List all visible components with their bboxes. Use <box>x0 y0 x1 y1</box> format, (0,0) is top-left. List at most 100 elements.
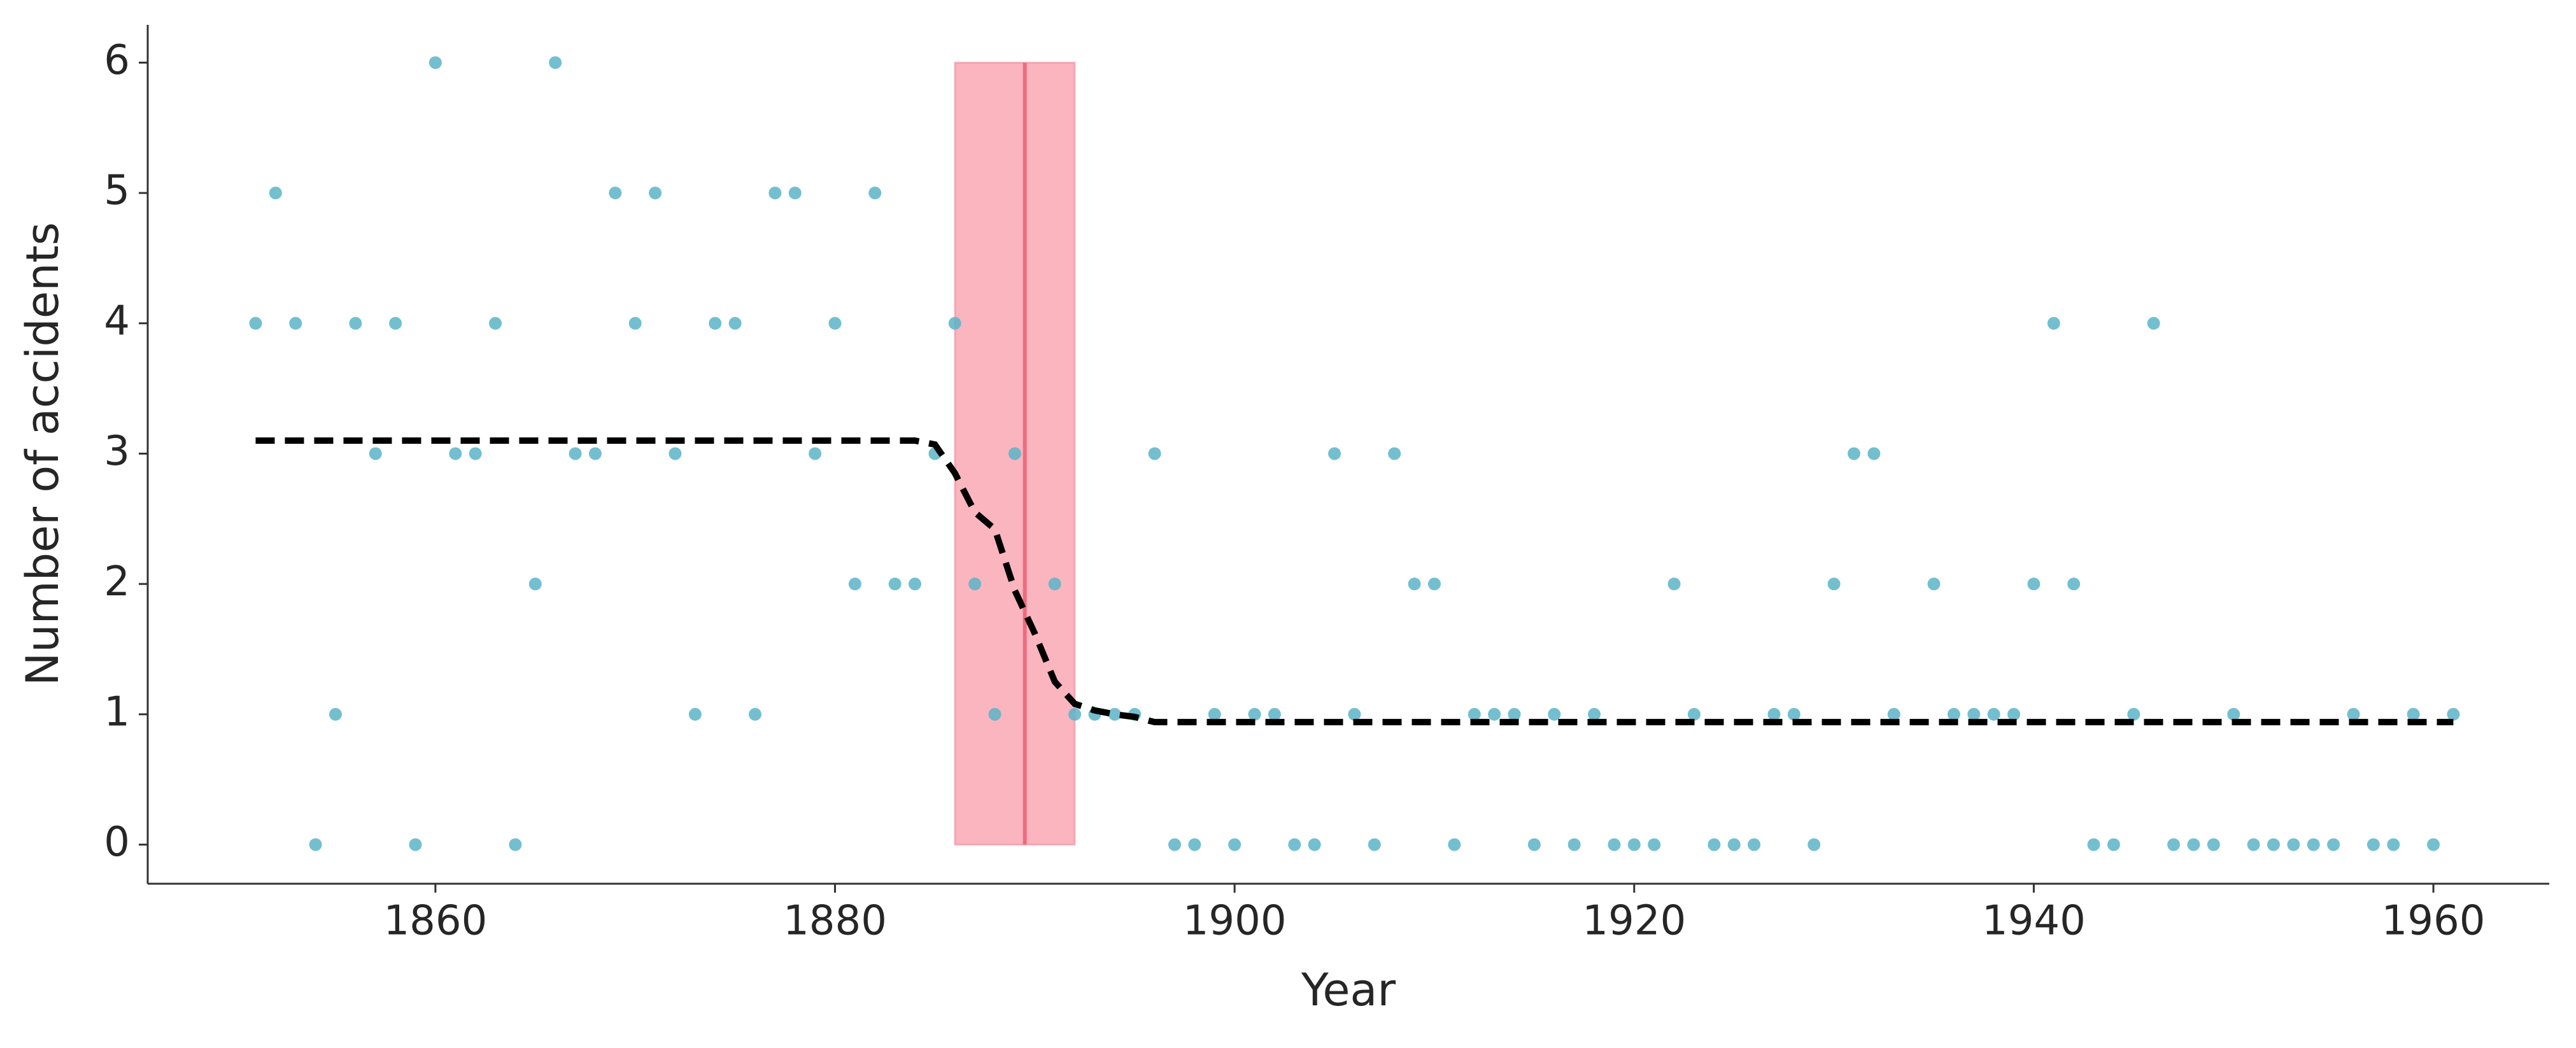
x-tick-label: 1900 <box>1183 898 1287 945</box>
data-point <box>2307 838 2320 851</box>
data-point <box>1587 707 1601 721</box>
y-axis-label: Number of accidents <box>17 222 69 686</box>
x-axis-label: Year <box>1301 964 1396 1016</box>
x-tick-label: 1940 <box>1982 898 2086 945</box>
data-point <box>1328 447 1341 460</box>
data-point <box>649 187 662 200</box>
data-point <box>1748 838 1761 851</box>
data-point <box>1887 707 1900 721</box>
data-point <box>1368 838 1381 851</box>
data-point <box>1488 707 1501 721</box>
data-point <box>1847 447 1860 460</box>
data-point <box>1708 838 1721 851</box>
data-point <box>2087 838 2100 851</box>
data-point <box>1427 577 1441 591</box>
data-point <box>2267 838 2280 851</box>
data-point <box>509 838 522 851</box>
data-point <box>2207 838 2220 851</box>
data-point <box>1268 707 1281 721</box>
data-point <box>2107 838 2120 851</box>
data-point <box>2047 316 2060 330</box>
data-point <box>1408 577 1421 591</box>
data-point <box>968 577 982 591</box>
data-point <box>2027 577 2041 591</box>
data-point <box>329 707 342 721</box>
data-point <box>609 187 622 200</box>
data-point <box>1348 707 1361 721</box>
data-point <box>409 838 422 851</box>
data-point <box>309 838 322 851</box>
data-point <box>888 577 902 591</box>
y-tick-label: 6 <box>104 37 130 84</box>
x-tick-label: 1960 <box>2382 898 2486 945</box>
data-point <box>1608 838 1621 851</box>
data-point <box>1627 838 1641 851</box>
data-point <box>809 447 822 460</box>
data-point <box>2387 838 2400 851</box>
y-tick-label: 4 <box>104 297 130 344</box>
data-point <box>2007 707 2020 721</box>
data-point <box>549 56 562 69</box>
data-point <box>528 577 542 591</box>
data-point <box>688 707 702 721</box>
x-tick-label: 1920 <box>1582 898 1686 945</box>
data-point <box>569 447 582 460</box>
data-point <box>1527 838 1541 851</box>
data-point <box>1967 707 1981 721</box>
data-point <box>1548 707 1561 721</box>
data-point <box>1248 707 1261 721</box>
data-point <box>628 316 642 330</box>
data-point <box>1188 838 1201 851</box>
data-point <box>1468 707 1481 721</box>
data-point <box>1687 707 1701 721</box>
data-point <box>1667 577 1681 591</box>
data-point <box>2287 838 2300 851</box>
data-point <box>2227 707 2240 721</box>
data-point <box>728 316 742 330</box>
data-point <box>788 187 802 200</box>
data-point <box>1108 707 1121 721</box>
y-tick-label: 2 <box>104 558 130 605</box>
data-point <box>848 577 861 591</box>
rate-line <box>255 437 2454 726</box>
y-tick-label: 5 <box>104 167 130 215</box>
data-point <box>2447 707 2460 721</box>
data-point <box>249 316 262 330</box>
data-point <box>1508 707 1521 721</box>
data-point <box>449 447 462 460</box>
data-point <box>1168 838 1181 851</box>
data-point <box>489 316 502 330</box>
data-point <box>2127 707 2141 721</box>
data-point <box>1068 707 1082 721</box>
data-point <box>948 316 961 330</box>
data-point <box>1648 838 1661 851</box>
data-point <box>289 316 302 330</box>
data-point <box>1867 447 1881 460</box>
data-point <box>269 187 282 200</box>
data-point <box>1787 707 1801 721</box>
data-point <box>768 187 782 200</box>
data-point <box>1308 838 1321 851</box>
data-point <box>1148 447 1161 460</box>
data-point <box>988 707 1001 721</box>
data-point <box>828 316 842 330</box>
data-point <box>1448 838 1461 851</box>
data-point <box>1727 838 1741 851</box>
data-point <box>389 316 402 330</box>
x-tick-label: 1880 <box>783 898 887 945</box>
data-point <box>909 577 922 591</box>
data-point <box>1208 707 1221 721</box>
data-point <box>1008 447 1021 460</box>
data-point <box>1927 577 1941 591</box>
data-point <box>2327 838 2340 851</box>
data-point <box>2426 838 2440 851</box>
data-point <box>1568 838 1581 851</box>
data-point <box>1808 838 1821 851</box>
data-point <box>349 316 362 330</box>
data-point <box>1288 838 1301 851</box>
data-point <box>2167 838 2181 851</box>
data-point <box>2247 838 2260 851</box>
data-point <box>709 316 722 330</box>
data-point <box>428 56 442 69</box>
data-point <box>1048 577 1061 591</box>
